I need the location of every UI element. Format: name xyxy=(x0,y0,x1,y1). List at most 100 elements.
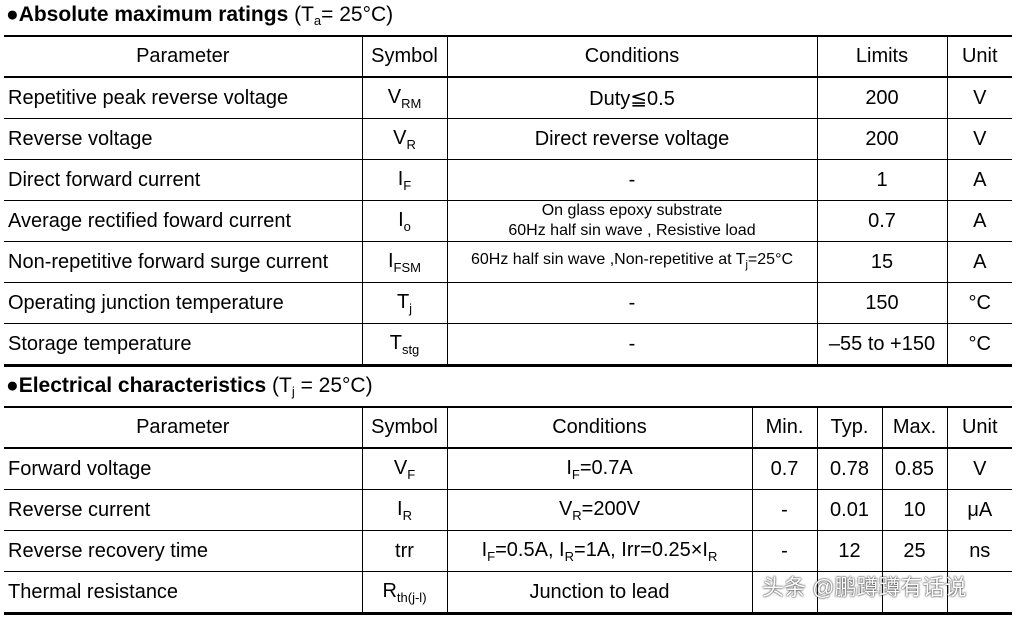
symbol-cell: IR xyxy=(361,489,448,531)
header-parameter: Parameter xyxy=(4,35,363,78)
param-cell: Thermal resistance xyxy=(4,571,363,615)
max-cell: 10 xyxy=(881,489,948,531)
min-cell xyxy=(751,571,818,615)
header-min: Min. xyxy=(751,406,818,449)
unit-cell: V xyxy=(946,77,1012,119)
param-cell: Storage temperature xyxy=(4,323,363,367)
title-condition-sub: a xyxy=(313,13,322,28)
param-cell: Reverse voltage xyxy=(4,118,363,160)
absolute-max-ratings-table: Parameter Symbol Conditions Limits Unit … xyxy=(4,35,1012,367)
table-row: Reverse current IR VR=200V - 0.01 10 μA xyxy=(4,489,1012,531)
table-row: Reverse recovery time trr IF=0.5A, IR=1A… xyxy=(4,530,1012,572)
electrical-characteristics-title: ●Electrical characteristics (Tj = 25°C) xyxy=(6,374,373,404)
symbol-cell: Tj xyxy=(361,282,448,324)
title-condition-sub: j xyxy=(291,384,295,399)
param-cell: Non-repetitive forward surge current xyxy=(4,241,363,283)
unit-cell: °C xyxy=(946,323,1012,367)
electrical-characteristics-table: Parameter Symbol Conditions Min. Typ. Ma… xyxy=(4,406,1012,615)
table-row: Non-repetitive forward surge current IFS… xyxy=(4,241,1012,283)
param-cell: Reverse current xyxy=(4,489,363,531)
title-condition: (T xyxy=(266,374,292,397)
conditions-cell: Duty≦0.5 xyxy=(446,77,818,119)
title-condition-end: = 25°C) xyxy=(294,374,373,397)
param-cell: Forward voltage xyxy=(4,448,363,490)
table-row: Storage temperature Tstg - –55 to +150 °… xyxy=(4,323,1012,367)
header-limits: Limits xyxy=(816,35,948,78)
conditions-cell: VR=200V xyxy=(446,489,753,531)
header-parameter: Parameter xyxy=(4,406,363,449)
param-cell: Direct forward current xyxy=(4,159,363,201)
min-cell: - xyxy=(751,489,818,531)
table-row: Repetitive peak reverse voltage VRM Duty… xyxy=(4,77,1012,119)
header-unit: Unit xyxy=(946,35,1012,78)
table-header-row: Parameter Symbol Conditions Limits Unit xyxy=(4,35,1012,78)
max-cell: 0.85 xyxy=(881,448,948,490)
conditions-cell: IF=0.5A, IR=1A, Irr=0.25×IR xyxy=(446,530,753,572)
unit-cell: A xyxy=(946,159,1012,201)
header-conditions: Conditions xyxy=(446,35,818,78)
table-row: Forward voltage VF IF=0.7A 0.7 0.78 0.85… xyxy=(4,448,1012,490)
section-heading: Electrical characteristics xyxy=(18,374,267,397)
header-max: Max. xyxy=(881,406,948,449)
conditions-cell: Direct reverse voltage xyxy=(446,118,818,160)
bullet: ● xyxy=(6,3,19,26)
unit-cell: °C xyxy=(946,282,1012,324)
table-header-row: Parameter Symbol Conditions Min. Typ. Ma… xyxy=(4,406,1012,449)
limits-cell: –55 to +150 xyxy=(816,323,948,367)
table-row: Average rectified foward current Io On g… xyxy=(4,200,1012,242)
max-cell: 25 xyxy=(881,530,948,572)
typ-cell: 12 xyxy=(816,530,883,572)
symbol-cell: IF xyxy=(361,159,448,201)
watermark: 头条 @鹏蹲蹲有话说 xyxy=(762,575,967,600)
header-typ: Typ. xyxy=(816,406,883,449)
absolute-max-ratings-title: ●Absolute maximum ratings (Ta= 25°C) xyxy=(6,3,393,33)
conditions-cell: IF=0.7A xyxy=(446,448,753,490)
header-symbol: Symbol xyxy=(361,406,448,449)
param-cell: Repetitive peak reverse voltage xyxy=(4,77,363,119)
param-cell: Average rectified foward current xyxy=(4,200,363,242)
unit-cell: V xyxy=(946,118,1012,160)
typ-cell xyxy=(816,571,883,615)
unit-cell: V xyxy=(946,448,1012,490)
conditions-cell: - xyxy=(446,159,818,201)
symbol-cell: Io xyxy=(361,200,448,242)
header-conditions: Conditions xyxy=(446,406,753,449)
unit-cell: μA xyxy=(946,489,1012,531)
unit-cell: A xyxy=(946,200,1012,242)
table-row: Operating junction temperature Tj - 150 … xyxy=(4,282,1012,324)
section-heading: Absolute maximum ratings xyxy=(18,3,289,26)
symbol-cell: Tstg xyxy=(361,323,448,367)
limits-cell: 150 xyxy=(816,282,948,324)
typ-cell: 0.01 xyxy=(816,489,883,531)
title-condition: (T xyxy=(288,3,314,26)
symbol-cell: Rth(j-l) xyxy=(361,571,448,615)
symbol-cell: trr xyxy=(361,530,448,572)
title-condition-end: = 25°C) xyxy=(321,3,394,26)
symbol-cell: VRM xyxy=(361,77,448,119)
conditions-cell: 60Hz half sin wave ,Non-repetitive at Tj… xyxy=(446,241,818,283)
param-cell: Reverse recovery time xyxy=(4,530,363,572)
param-cell: Operating junction temperature xyxy=(4,282,363,324)
unit-cell: A xyxy=(946,241,1012,283)
header-symbol: Symbol xyxy=(361,35,448,78)
table-row: Thermal resistance Rth(j-l) Junction to … xyxy=(4,571,1012,615)
symbol-cell: VR xyxy=(361,118,448,160)
max-cell xyxy=(881,571,948,615)
limits-cell: 1 xyxy=(816,159,948,201)
min-cell: - xyxy=(751,530,818,572)
table-row: Direct forward current IF - 1 A xyxy=(4,159,1012,201)
table-row: Reverse voltage VR Direct reverse voltag… xyxy=(4,118,1012,160)
unit-cell xyxy=(946,571,1012,615)
header-unit: Unit xyxy=(946,406,1012,449)
bullet: ● xyxy=(6,374,19,397)
limits-cell: 200 xyxy=(816,77,948,119)
symbol-cell: IFSM xyxy=(361,241,448,283)
symbol-cell: VF xyxy=(361,448,448,490)
limits-cell: 200 xyxy=(816,118,948,160)
conditions-cell: On glass epoxy substrate 60Hz half sin wa… xyxy=(446,200,818,242)
min-cell: 0.7 xyxy=(751,448,818,490)
conditions-cell: Junction to lead xyxy=(446,571,753,615)
unit-cell: ns xyxy=(946,530,1012,572)
conditions-cell: - xyxy=(446,282,818,324)
